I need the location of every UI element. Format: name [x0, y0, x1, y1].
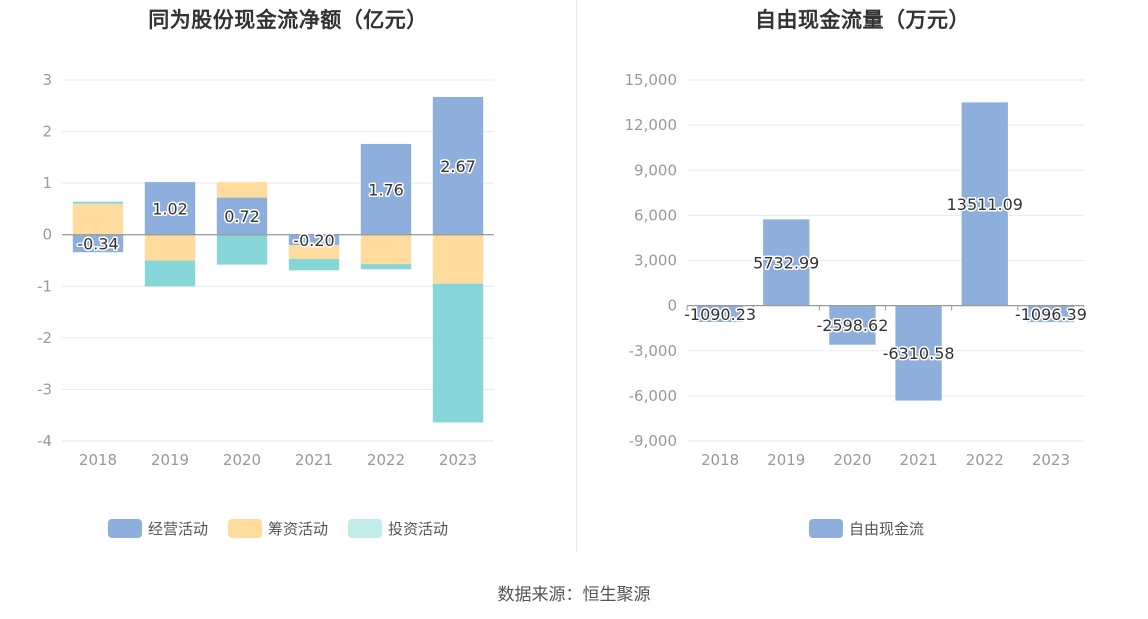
- legend-label: 自由现金流: [849, 520, 924, 538]
- data-label: -6310.58: [883, 344, 955, 363]
- data-label: -1096.39: [1015, 305, 1087, 324]
- bar-筹资活动-2018: [72, 203, 124, 235]
- x-tick-label: 2019: [151, 451, 189, 469]
- data-label: -1090.23: [684, 305, 756, 324]
- y-tick-label: 3,000: [634, 252, 677, 270]
- x-tick-label: 2020: [223, 451, 261, 469]
- legend-swatch: [809, 519, 843, 538]
- x-tick-label: 2022: [367, 451, 405, 469]
- chart-title: 自由现金流量（万元）: [755, 8, 970, 32]
- free-cash-flow-plot: -9,000 -6,000 -3,000 0 3,000 6,000 9,000 12,000…: [625, 71, 1088, 538]
- bar-筹资活动-2020: [216, 182, 268, 198]
- y-tick-label: -3: [37, 380, 52, 398]
- panel-divider: [576, 0, 577, 552]
- bar-自由现金流-2019: [763, 219, 810, 306]
- bar-筹资活动-2023: [432, 234, 484, 284]
- bar-经营活动-2021: [288, 234, 340, 246]
- x-tick-label: 2021: [295, 451, 333, 469]
- bar-经营活动-2018: [72, 234, 124, 253]
- data-label: 5732.99: [753, 254, 819, 273]
- bar-经营活动-2020: [216, 197, 268, 235]
- data-label: -0.20: [293, 231, 334, 250]
- bar-投资活动-2021: [288, 258, 340, 271]
- y-tick-label: 9,000: [634, 161, 677, 179]
- y-tick-label: 3: [42, 71, 52, 89]
- y-tick-label: -3,000: [629, 342, 677, 360]
- legend-swatch: [228, 519, 262, 538]
- bar-投资活动-2023: [432, 283, 484, 423]
- bar-投资活动-2019: [144, 260, 196, 287]
- y-tick-label: -6,000: [629, 387, 677, 405]
- x-tick-label: 2022: [966, 451, 1004, 469]
- y-tick-label: 15,000: [625, 71, 678, 89]
- bar-筹资活动-2021: [288, 245, 340, 259]
- y-tick-label: 1: [42, 174, 52, 192]
- legend-label: 经营活动: [148, 520, 208, 538]
- bar-经营活动-2023: [432, 97, 484, 235]
- y-tick-label: 0: [667, 297, 677, 315]
- x-tick-label: 2018: [701, 451, 739, 469]
- bar-自由现金流-2018: [696, 305, 744, 323]
- x-tick-label: 2019: [767, 451, 805, 469]
- data-label: 2.67: [440, 157, 476, 176]
- x-tick-label: 2023: [439, 451, 477, 469]
- chart-title: 同为股份现金流净额（亿元）: [148, 8, 428, 32]
- x-tick-label: 2023: [1032, 451, 1070, 469]
- bar-自由现金流-2020: [829, 305, 876, 345]
- y-tick-label: 2: [42, 123, 52, 141]
- y-tick-label: 6,000: [634, 206, 677, 224]
- bar-筹资活动-2019: [144, 234, 196, 261]
- y-tick-label: -9,000: [629, 432, 677, 450]
- bar-筹资活动-2022: [360, 234, 412, 265]
- y-tick-label: -1: [37, 277, 52, 295]
- bar-投资活动-2022: [360, 264, 412, 270]
- legend-swatch: [108, 519, 142, 538]
- legend-swatch: [348, 519, 382, 538]
- legend-label: 投资活动: [388, 520, 448, 538]
- legend-label: 筹资活动: [268, 520, 328, 538]
- y-tick-label: -4: [37, 432, 52, 450]
- cash-flow-net-plot: -4 -3 -2 -1 0 1 2 3 -0.34 1.02 0.72 -0.20 1.76 2.67 20…: [37, 71, 494, 538]
- bar-自由现金流-2023: [1027, 305, 1075, 323]
- bar-经营活动-2022: [360, 143, 412, 235]
- bar-自由现金流-2022: [961, 102, 1008, 306]
- x-tick-label: 2018: [79, 451, 117, 469]
- data-label: 0.72: [224, 207, 260, 226]
- data-label: 1.02: [152, 199, 188, 218]
- data-source: 数据来源：恒生聚源: [497, 585, 651, 605]
- x-tick-label: 2021: [899, 451, 937, 469]
- free-cash-flow-chart: 自由现金流量（万元） -9,000 -6,000 -3,000 0 3,000 6,000…: [577, 0, 1148, 560]
- data-label: 13511.09: [947, 195, 1023, 214]
- bar-经营活动-2019: [144, 182, 196, 235]
- data-label: -0.34: [77, 234, 118, 253]
- data-label: 1.76: [368, 180, 404, 199]
- bar-自由现金流-2021: [895, 305, 942, 401]
- bar-投资活动-2020: [216, 234, 268, 265]
- bar-投资活动-2018: [72, 201, 124, 204]
- y-tick-label: 0: [42, 226, 52, 244]
- y-tick-label: -2: [37, 329, 52, 347]
- data-label: -2598.62: [816, 316, 888, 335]
- y-tick-label: 12,000: [625, 116, 678, 134]
- x-tick-label: 2020: [833, 451, 871, 469]
- cash-flow-net-chart: 同为股份现金流净额（亿元） -4 -3 -2 -1 0 1 2 3 -0.34 1.02 0.72-…: [0, 0, 576, 560]
